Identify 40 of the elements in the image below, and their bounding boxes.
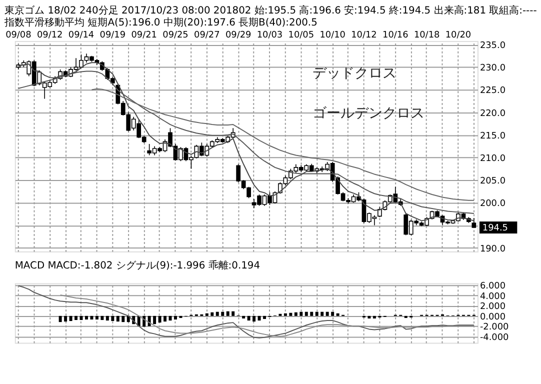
x-tick-label: 10/10 — [320, 30, 346, 41]
y-tick-label: 205.0 — [480, 176, 506, 187]
line-series — [60, 294, 474, 337]
y-tick-label: 2.000 — [480, 302, 506, 312]
y-tick-label: 230.0 — [480, 64, 506, 74]
y-tick-label: 4.000 — [480, 292, 506, 302]
y-tick-label: 210.0 — [480, 154, 506, 164]
y-tick-label: 6.000 — [480, 282, 506, 292]
line-series — [91, 88, 474, 201]
x-tick-label: 09/25 — [162, 30, 188, 41]
chart-title: 東京ゴム 18/02 240分足 2017/10/23 08:00 201802 始:195.5 高:196.6 安:194.5 終:194.5 出来高:181 取組高:---- — [4, 4, 538, 17]
candlestick — [472, 218, 476, 228]
y-tick-label: 220.0 — [480, 108, 506, 119]
x-tick-label: 09/19 — [100, 30, 126, 41]
text: 194.5 — [482, 223, 508, 234]
x-tick-label: 10/05 — [288, 30, 314, 41]
y-tick-label: 235.0 — [480, 41, 506, 52]
x-tick-label: 10/20 — [445, 30, 472, 41]
x-tick-label: 09/14 — [68, 30, 94, 41]
y-tick-label: -2.000 — [480, 322, 510, 333]
annotation: デッドクロス — [312, 66, 397, 82]
x-tick-label: 09/29 — [225, 30, 252, 41]
y-tick-label: 0.000 — [480, 312, 506, 322]
y-tick-label: -4.000 — [480, 332, 510, 343]
x-tick-label: 10/18 — [414, 30, 440, 41]
x-tick-label: 09/12 — [36, 30, 63, 41]
chart-title: MACD MACD:-1.802 シグナル(9):-1.996 乖離:0.194 — [14, 259, 260, 272]
line-series — [18, 285, 474, 338]
chart-subtitle: 指数平滑移動平均 短期A(5):196.0 中期(20):197.6 長期B(40):200.5 — [4, 16, 318, 29]
y-tick-label: 200.0 — [480, 199, 506, 210]
x-tick-label: 10/16 — [382, 30, 409, 41]
x-tick-label: 09/27 — [194, 30, 220, 41]
y-tick-label: 215.0 — [480, 131, 506, 142]
x-tick-label: 10/03 — [256, 30, 283, 41]
y-tick-label: 190.0 — [480, 244, 506, 254]
x-tick-label: 10/12 — [351, 30, 377, 41]
x-tick-label: 09/21 — [131, 30, 157, 41]
y-tick-label: 225.0 — [480, 86, 506, 96]
annotation: ゴールデンクロス — [312, 105, 425, 122]
x-tick-label: 09/08 — [6, 30, 32, 41]
